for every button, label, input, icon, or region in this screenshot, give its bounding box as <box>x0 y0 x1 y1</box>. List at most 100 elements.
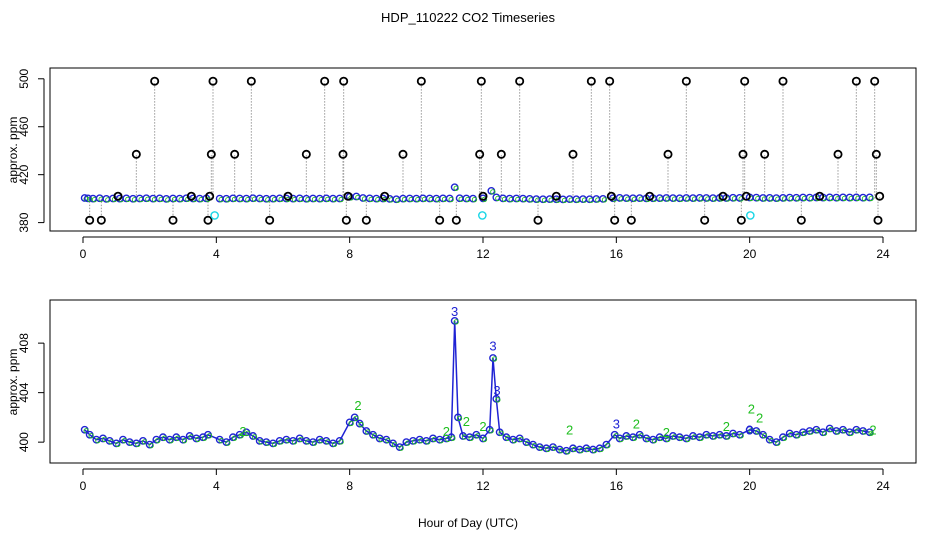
green-data-point <box>565 449 571 455</box>
green-data-point <box>251 434 258 440</box>
flag-annotation: 2 <box>756 410 763 425</box>
flag-annotation: 2 <box>239 424 246 439</box>
top-x-tick-label: 4 <box>213 247 220 261</box>
black-data-point <box>343 191 353 201</box>
bottom-ylabel: approx. ppm <box>6 349 20 416</box>
green-data-point <box>755 429 761 435</box>
black-data-point <box>320 76 330 86</box>
flag-annotation: 2 <box>663 425 670 440</box>
green-data-point <box>598 446 604 452</box>
green-data-point <box>868 430 874 436</box>
figure-title: HDP_110222 CO2 Timeseries <box>381 10 555 25</box>
black-data-point <box>478 191 488 201</box>
black-data-point <box>605 76 615 86</box>
black-data-point <box>736 215 746 225</box>
flag-annotation: 2 <box>479 419 486 434</box>
green-data-point <box>155 438 161 444</box>
black-data-point <box>168 215 178 225</box>
top-plot-frame <box>49 67 917 232</box>
bottom-x-tick-label: 20 <box>743 479 757 493</box>
black-data-point <box>85 215 95 225</box>
black-data-point <box>203 215 213 225</box>
black-data-point <box>416 76 426 86</box>
top-y-tick-label: 420 <box>17 164 31 184</box>
green-data-point <box>450 435 456 441</box>
flag-annotation: 3 <box>746 423 753 438</box>
flag-annotation: 2 <box>723 419 730 434</box>
black-data-point <box>606 191 616 201</box>
black-data-point <box>663 149 673 159</box>
black-data-point <box>301 149 311 159</box>
green-data-point <box>348 420 354 426</box>
top-y-tick-label: 460 <box>17 116 31 136</box>
green-data-point <box>353 415 359 422</box>
green-data-point <box>638 433 644 439</box>
green-data-point <box>238 433 244 439</box>
black-data-point <box>645 191 655 201</box>
black-data-point <box>760 149 770 159</box>
green-data-point <box>88 433 94 439</box>
bottom-y-tick-label: 408 <box>17 333 31 353</box>
green-data-point <box>618 436 624 443</box>
green-data-point <box>475 433 481 439</box>
bottom-x-tick-label: 24 <box>876 479 890 493</box>
flag-annotation: 3 <box>489 339 496 354</box>
black-data-point <box>451 215 461 225</box>
cyan-data-point <box>210 211 219 220</box>
flag-annotation: 2 <box>463 414 470 429</box>
black-data-point <box>610 215 620 225</box>
green-data-point <box>385 438 391 444</box>
green-data-point <box>83 428 89 434</box>
black-data-point <box>150 76 160 86</box>
top-axes: 0 4 8 12 16 20 24 380 420 460 500 <box>17 68 890 261</box>
flag-annotation: 3 <box>613 417 620 432</box>
green-data-point <box>453 319 459 325</box>
black-data-point <box>206 149 216 159</box>
flag-annotation: 2 <box>869 423 876 438</box>
green-data-point <box>491 356 498 362</box>
green-data-point <box>821 430 828 436</box>
black-data-point <box>205 191 215 201</box>
green-data-point <box>225 440 231 446</box>
black-data-point <box>740 76 750 86</box>
bottom-x-tick-label: 12 <box>476 479 490 493</box>
green-data-point <box>311 440 318 446</box>
black-data-point <box>873 215 883 225</box>
top-y-tick-label: 380 <box>17 212 31 232</box>
black-data-point <box>586 76 596 86</box>
green-data-point <box>605 442 611 449</box>
flag-annotation: 3 <box>451 304 458 319</box>
bottom-y-tick-label: 400 <box>17 432 31 452</box>
black-data-point <box>626 215 636 225</box>
black-data-point <box>246 76 256 86</box>
green-data-point <box>358 421 364 428</box>
green-data-point <box>338 439 344 445</box>
black-data-point <box>875 191 885 201</box>
black-data-point <box>208 76 218 86</box>
bottom-plot-frame <box>49 299 917 464</box>
black-data-point <box>131 149 141 159</box>
green-data-point <box>665 436 671 443</box>
green-data-point <box>848 430 854 436</box>
black-data-point <box>475 149 485 159</box>
green-data-point <box>168 438 174 444</box>
black-data-point <box>796 215 806 225</box>
bottom-x-tick-label: 16 <box>610 479 624 493</box>
green-data-point <box>738 433 744 439</box>
green-data-point <box>148 442 154 449</box>
bottom-x-tick-label: 4 <box>213 479 220 493</box>
top-x-tick-label: 20 <box>743 247 757 261</box>
green-data-point <box>245 430 251 436</box>
top-x-tick-label: 24 <box>876 247 890 261</box>
black-data-point <box>496 149 506 159</box>
bottom-y-tick-label: 404 <box>17 382 31 402</box>
green-data-point <box>135 441 141 448</box>
cyan-data-point <box>746 211 755 220</box>
green-data-point <box>631 435 638 441</box>
black-data-point <box>741 191 751 201</box>
green-data-point <box>391 441 398 448</box>
black-data-point <box>851 76 861 86</box>
black-data-point <box>380 191 390 201</box>
flag-annotation: 2 <box>354 398 361 413</box>
